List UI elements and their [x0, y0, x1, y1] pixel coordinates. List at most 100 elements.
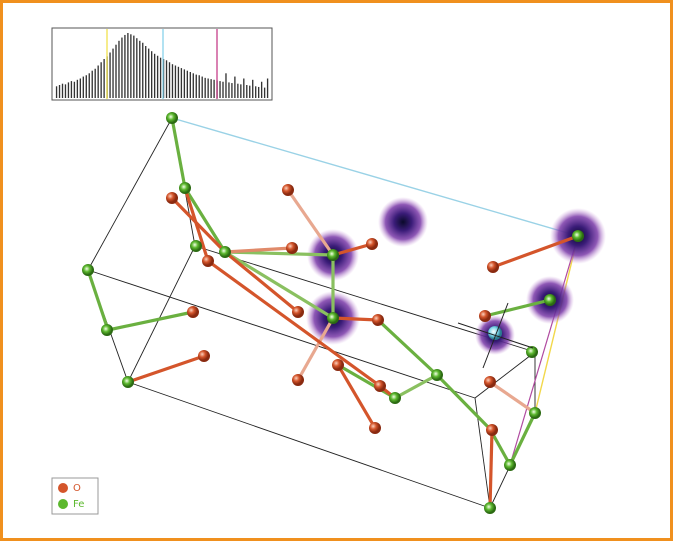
histogram-bar [234, 76, 236, 98]
bond [509, 235, 579, 466]
histogram-bar [195, 74, 197, 98]
bond [87, 269, 476, 399]
histogram-bar [260, 81, 263, 98]
bond [183, 187, 227, 253]
bond [492, 234, 579, 269]
histogram-bar [210, 79, 212, 98]
histogram-bar [225, 73, 227, 98]
histogram-bar [94, 68, 96, 98]
histogram-bar [174, 65, 177, 98]
oxygen-atom [366, 238, 378, 250]
histogram-bar [145, 46, 147, 98]
iron-atom [190, 240, 202, 252]
iron-atom [327, 249, 339, 261]
histogram-bar [189, 72, 191, 98]
histogram-bar [249, 85, 251, 98]
oxygen-atom [292, 306, 304, 318]
iron-atom [484, 502, 496, 514]
histogram-frame [51, 27, 273, 101]
histogram-bar [79, 78, 82, 98]
iron-atom [179, 182, 191, 194]
iron-atom [431, 369, 443, 381]
oxygen-atom [479, 310, 491, 322]
histogram-bar [151, 51, 153, 98]
histogram-bar [58, 85, 61, 98]
bond [296, 317, 335, 381]
histogram-bar [127, 33, 129, 98]
oxygen-atom [332, 359, 344, 371]
histogram-bar [76, 79, 79, 98]
histogram-bar [70, 81, 73, 98]
histogram-bar [133, 35, 135, 98]
histogram-bar [222, 81, 224, 98]
bond [87, 117, 173, 271]
histogram [51, 27, 273, 101]
iron-atom [101, 324, 113, 336]
histogram-bar [180, 68, 183, 98]
histogram-bar [109, 52, 111, 98]
histogram-bar [136, 38, 138, 98]
bond [170, 117, 187, 189]
oxygen-atom [187, 306, 199, 318]
iron-atom [82, 264, 94, 276]
histogram-bar [67, 82, 70, 98]
bond [223, 250, 300, 314]
histogram-bar [64, 84, 67, 98]
histogram-bar [142, 42, 144, 98]
histogram-bar [73, 81, 76, 98]
bond [534, 235, 579, 414]
bond [127, 354, 205, 384]
bond [336, 364, 377, 429]
oxygen-atom [487, 261, 499, 273]
iron-atom [504, 459, 516, 471]
histogram-bar [139, 40, 141, 98]
oxygen-atom [282, 184, 294, 196]
histogram-bar [198, 75, 200, 98]
density-blob [378, 197, 428, 247]
scene [82, 112, 606, 514]
iron-atom [122, 376, 134, 388]
iron-atom [544, 294, 556, 306]
iron-atom [572, 230, 584, 242]
bond [337, 363, 396, 400]
histogram-bar [237, 83, 239, 98]
bond [482, 302, 509, 369]
bond [332, 316, 379, 322]
histogram-bar [85, 75, 87, 98]
histogram-bar [186, 70, 189, 98]
legend: O Fe [51, 477, 99, 515]
bond [171, 117, 579, 237]
histogram-bar [112, 48, 114, 98]
legend-label: O [73, 483, 81, 494]
histogram-bar [258, 86, 260, 98]
legend-swatch [58, 499, 68, 509]
histogram-bar [156, 55, 159, 98]
oxygen-atom [486, 424, 498, 436]
histogram-bar [91, 70, 93, 98]
iron-atom [166, 112, 178, 124]
histogram-bar [240, 84, 242, 98]
histogram-bar [201, 76, 203, 98]
histogram-bar [82, 76, 84, 98]
bond [170, 196, 227, 254]
bond [489, 380, 536, 415]
bond [474, 351, 536, 399]
bond [207, 259, 381, 388]
bond [127, 245, 196, 383]
iron-atom [327, 312, 339, 324]
bond [107, 310, 194, 332]
oxygen-atom [369, 422, 381, 434]
oxygen-atom [484, 376, 496, 388]
histogram-bar [55, 86, 58, 98]
histogram-bar [183, 69, 186, 98]
oxygen-atom [198, 350, 210, 362]
histogram-bar [61, 83, 64, 98]
histogram-bar [207, 78, 209, 98]
histogram-bar [124, 34, 126, 98]
bond [394, 373, 438, 400]
iron-atom [526, 346, 538, 358]
legend-label: Fe [73, 499, 84, 510]
